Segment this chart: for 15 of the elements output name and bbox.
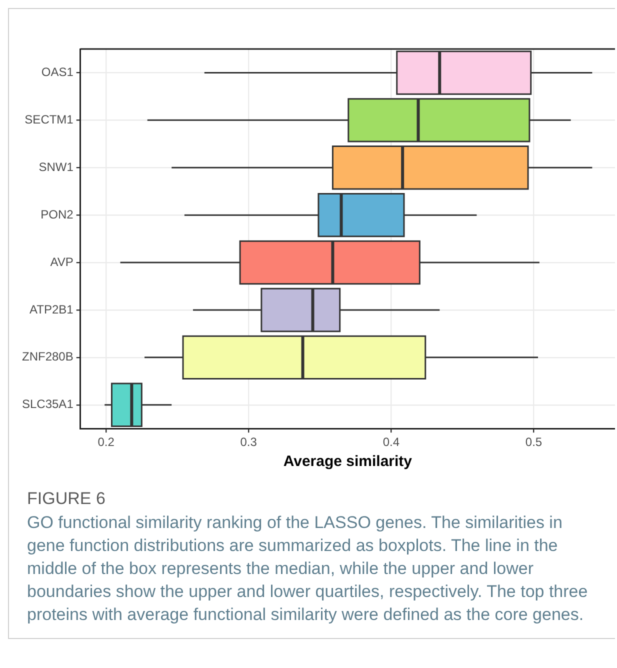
caption: FIGURE 6 — [27, 489, 106, 509]
x-tick-label: 0.2 — [98, 435, 115, 450]
x-tick-label: 0.4 — [382, 435, 400, 450]
y-tick-label: SLC35A1 — [22, 397, 74, 412]
y-tick-label: SECTM1 — [24, 112, 74, 126]
y-tick-label: PON2 — [40, 207, 74, 222]
x-tick-label: 0.5 — [525, 435, 542, 450]
y-tick-label: OAS1 — [41, 65, 74, 80]
y-tick-label: ATP2B1 — [30, 302, 74, 316]
x-axis-title: Average similarity — [283, 453, 413, 470]
text: GO functional similarity ranking of the LASSO genes. The similarities in gene function distributions are summarized as boxplots. The line in the middle of the box represents the median, while the upper and lower boundaries show the upper and lower quartiles, respectively. The top three proteins with average functional similarity were defined as the core genes. — [27, 512, 589, 626]
y-tick-label: SNW1 — [38, 160, 74, 174]
y-tick-label: ZNF280B — [22, 350, 74, 364]
x-tick-label: 0.3 — [240, 435, 258, 450]
y-tick-label: AVP — [50, 254, 74, 269]
